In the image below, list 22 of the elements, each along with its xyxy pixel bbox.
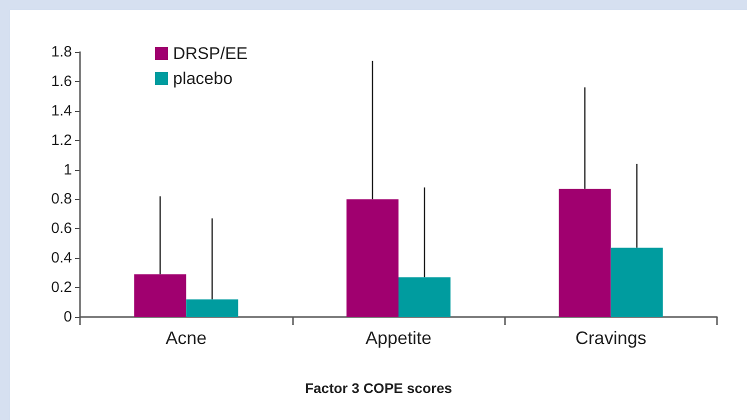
y-tick-label: 1.4 (51, 102, 72, 120)
y-tick-label: 0.4 (51, 250, 72, 267)
y-tick-label: 1.2 (51, 132, 72, 149)
bar (186, 299, 238, 317)
x-tick-label: Cravings (575, 328, 646, 348)
y-tick-label: 1.8 (51, 44, 72, 60)
bar (610, 248, 663, 317)
y-tick-label: 0.8 (51, 190, 72, 208)
x-tick-label: Acne (166, 328, 207, 348)
bar (398, 277, 450, 317)
y-tick-label: 0.6 (51, 220, 72, 238)
y-tick-label: 1 (64, 161, 72, 178)
bar (134, 274, 186, 317)
y-tick-label: 1.6 (51, 72, 72, 90)
bar (346, 199, 398, 317)
legend-label: DRSP/EE (173, 44, 248, 63)
legend-label: placebo (173, 69, 233, 88)
x-tick-label: Appetite (365, 328, 432, 348)
y-tick-label: 0 (64, 308, 72, 326)
x-axis-title: Factor 3 COPE scores (304, 380, 452, 396)
y-tick-label: 0.2 (51, 279, 72, 296)
bar (558, 188, 611, 317)
